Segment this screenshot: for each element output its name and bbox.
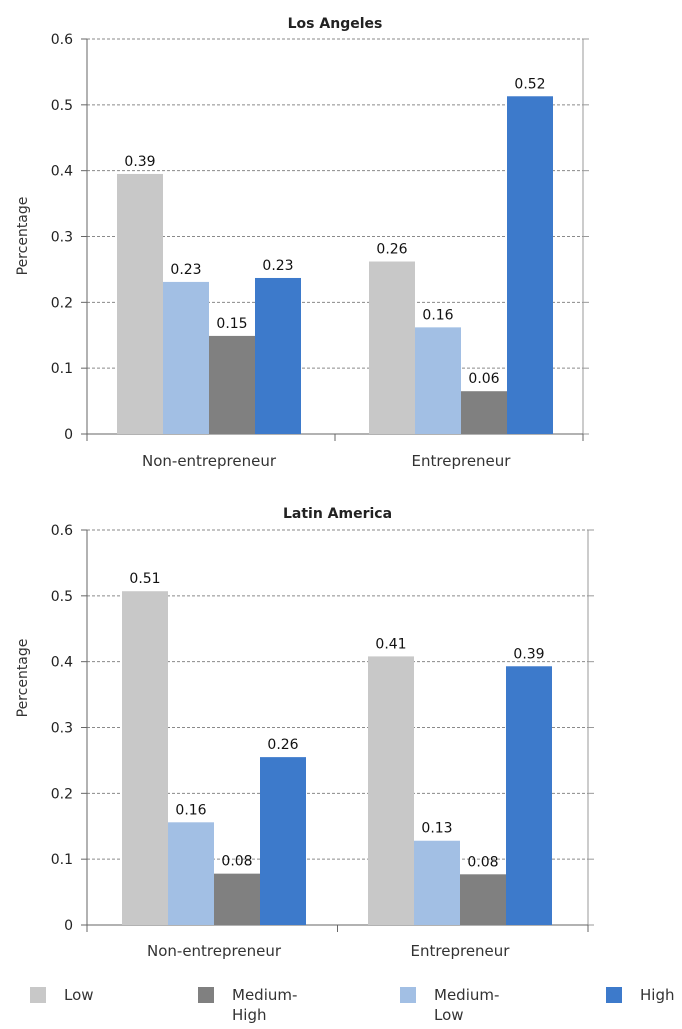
chart1-data-label: 0.16 xyxy=(422,307,453,323)
chart1-title: Los Angeles xyxy=(288,16,383,32)
legend: Low Medium-High Medium-Low High xyxy=(0,985,682,1029)
chart1-y-tick-label: 0.1 xyxy=(51,361,73,377)
legend-item-medium-low: Medium-Low xyxy=(400,985,514,1025)
chart2-data-label: 0.08 xyxy=(221,854,252,870)
chart2-title: Latin America xyxy=(283,506,392,522)
chart1-bar xyxy=(507,96,553,435)
legend-label-high: High xyxy=(640,986,675,1004)
chart2-bar xyxy=(460,874,506,925)
legend-swatch-medium-low xyxy=(400,987,416,1003)
chart2-y-tick-label: 0 xyxy=(64,918,73,934)
chart1-data-label: 0.26 xyxy=(376,242,407,258)
chart1-y-tick-label: 0.3 xyxy=(51,230,73,246)
chart2-data-label: 0.39 xyxy=(513,646,544,662)
chart1-data-label: 0.06 xyxy=(468,371,499,387)
chart1-data-label: 0.52 xyxy=(514,76,545,92)
chart2-y-tick-label: 0.6 xyxy=(51,523,73,539)
legend-swatch-high xyxy=(606,987,622,1003)
chart1-y-axis-label: Percentage xyxy=(15,197,31,276)
chart1-y-tick-label: 0.2 xyxy=(51,295,73,311)
chart2-y-axis-label: Percentage xyxy=(15,639,31,718)
charts-canvas: 0 0.1 0.2 0.3 0.4 0.5 0.6 0.39 0.26 0.23 0.16 0.15 0… xyxy=(15,16,594,960)
chart2-bar xyxy=(122,591,168,925)
chart2-bar xyxy=(506,666,552,925)
chart1-data-label: 0.15 xyxy=(216,316,247,332)
chart1-bar xyxy=(209,335,255,434)
chart1-bar xyxy=(415,327,461,434)
chart2-data-label: 0.16 xyxy=(175,802,206,818)
legend-swatch-low xyxy=(30,987,46,1003)
chart1-category-label: Non-entrepreneur xyxy=(142,452,277,470)
chart2-y-tick-label: 0.2 xyxy=(51,786,73,802)
legend-item-high: High xyxy=(606,985,682,1005)
chart2-bar xyxy=(368,656,414,925)
chart1-y-tick-label: 0 xyxy=(64,427,73,443)
legend-label-low: Low xyxy=(64,986,94,1004)
chart2-y-tick-label: 0.1 xyxy=(51,852,73,868)
legend-item-low: Low xyxy=(30,985,144,1005)
chart2-y-tick-label: 0.5 xyxy=(51,589,73,605)
chart1-bar xyxy=(461,391,507,434)
chart1-bar xyxy=(163,281,209,434)
chart1-data-label: 0.23 xyxy=(262,258,293,274)
chart2-y-tick-label: 0.3 xyxy=(51,721,73,737)
chart1-bar xyxy=(255,277,301,434)
chart1-y-tick-label: 0.6 xyxy=(51,32,73,48)
legend-label-medium-high: Medium-High xyxy=(232,986,298,1024)
chart2-category-label: Entrepreneur xyxy=(411,942,511,960)
chart2-bar xyxy=(260,757,306,925)
chart1-data-label: 0.39 xyxy=(124,154,155,170)
chart2-data-label: 0.26 xyxy=(267,737,298,753)
chart2-bar xyxy=(414,840,460,925)
chart2-data-label: 0.13 xyxy=(421,821,452,837)
chart2-category-label: Non-entrepreneur xyxy=(147,942,282,960)
chart1-bar xyxy=(117,173,163,435)
chart2-bar xyxy=(214,873,260,925)
chart1-category-label: Entrepreneur xyxy=(412,452,512,470)
chart1-data-label: 0.23 xyxy=(170,262,201,278)
legend-swatch-medium-high xyxy=(198,987,214,1003)
chart1-y-tick-label: 0.5 xyxy=(51,98,73,114)
legend-label-medium-low: Medium-Low xyxy=(434,986,500,1024)
chart2-y-tick-label: 0.4 xyxy=(51,655,73,671)
chart2-bar xyxy=(168,822,214,925)
legend-item-medium-high: Medium-High xyxy=(198,985,312,1025)
chart1-bar xyxy=(369,261,415,434)
chart2-data-label: 0.41 xyxy=(375,636,406,652)
chart2-data-label: 0.51 xyxy=(129,571,160,587)
chart1-y-tick-label: 0.4 xyxy=(51,164,73,180)
chart2-data-label: 0.08 xyxy=(467,854,498,870)
